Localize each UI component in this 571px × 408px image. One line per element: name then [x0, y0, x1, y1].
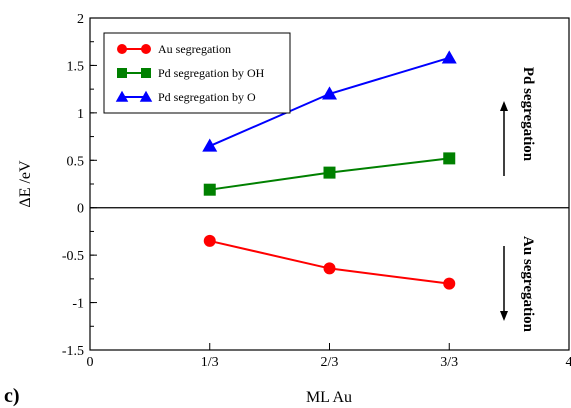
arrow-down-icon [500, 246, 508, 321]
y-tick-label: 1 [77, 107, 84, 122]
x-tick-label: 1/3 [201, 355, 219, 370]
data-point-triangle [115, 90, 129, 102]
legend-item: Pd segregation by O [115, 90, 256, 104]
annotations: Pd segregation Au segregation [500, 67, 536, 333]
data-point-triangle [139, 90, 153, 102]
data-point-triangle [322, 86, 337, 100]
data-point-circle [141, 44, 151, 54]
legend-label: Au segregation [158, 42, 231, 56]
y-axis-label: ΔE /eV [17, 160, 34, 208]
series-circle [203, 234, 456, 290]
x-tick-label: 2/3 [321, 355, 339, 370]
panel-label: c) [4, 385, 20, 407]
data-point-circle [117, 44, 127, 54]
x-tick-label: 0 [87, 355, 94, 370]
data-point-square [141, 68, 151, 78]
legend-label: Pd segregation by O [158, 90, 256, 104]
data-point-square [323, 166, 336, 179]
y-tick-label: -1 [72, 297, 84, 312]
y-tick-label: 1.5 [67, 59, 85, 74]
data-point-square [117, 68, 127, 78]
y-tick-label: -0.5 [62, 249, 84, 264]
data-point-square [443, 152, 456, 165]
y-tick-label: 2 [77, 12, 84, 27]
series-line [209, 239, 450, 285]
au-segregation-annotation: Au segregation [520, 236, 536, 333]
y-tick-label: -1.5 [62, 344, 84, 359]
pd-segregation-annotation: Pd segregation [520, 67, 536, 162]
y-tick-label: 0 [77, 202, 84, 217]
legend: Au segregation Pd segregation by OH Pd seg… [103, 32, 291, 114]
arrow-up-icon [500, 101, 508, 176]
data-point-triangle [202, 138, 218, 152]
data-point-square [203, 183, 216, 196]
series-layer [202, 50, 457, 290]
y-tick-label: 0.5 [67, 154, 85, 169]
legend-item: Au segregation [117, 42, 231, 56]
data-point-triangle [441, 50, 457, 64]
data-point-circle [323, 262, 336, 275]
legend-label: Pd segregation by OH [158, 66, 265, 80]
data-point-circle [203, 234, 216, 247]
series-triangle [202, 50, 457, 152]
x-tick-label: 3/3 [440, 355, 458, 370]
data-point-circle [443, 277, 456, 290]
legend-item: Pd segregation by OH [117, 66, 265, 80]
axis-ticks: 0 1/3 2/3 3/3 4 -1.5 -1 -0.5 0 0.5 1 1.5 2 [62, 12, 571, 370]
series-square [203, 152, 456, 196]
x-tick-label: 4 [566, 355, 571, 370]
x-axis-label: ML Au [306, 389, 352, 406]
